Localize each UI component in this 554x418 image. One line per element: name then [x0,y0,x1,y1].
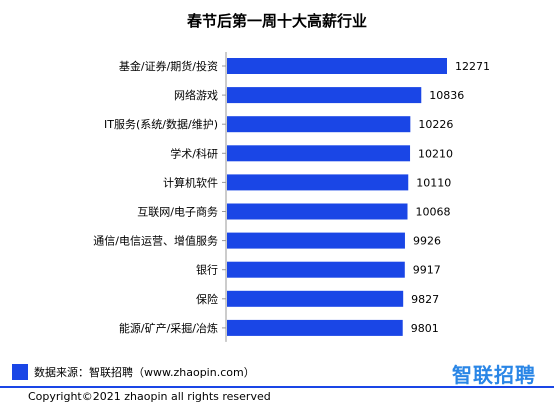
bar [227,232,405,249]
category-label: 基金/证券/期货/投资 [119,59,218,73]
value-label: 10226 [418,118,453,131]
bar [227,145,411,162]
source-swatch [12,364,28,380]
value-label: 9827 [411,293,439,306]
zhaopin-logo: 智联招聘 [452,363,536,387]
bar [227,174,409,191]
footer-divider [0,386,554,388]
category-label: 互联网/电子商务 [137,205,218,219]
value-label: 12271 [455,60,490,73]
bar-chart: 基金/证券/期货/投资 12271 网络游戏 10836 IT服务(系统/数据/维护) 1… [93,52,490,342]
value-label: 10836 [429,89,464,102]
bar [227,116,411,133]
category-label: 能源/矿产/采掘/冶炼 [119,321,218,335]
category-label: 通信/电信运营、增值服务 [93,234,218,248]
value-label: 10210 [418,147,453,160]
data-source: 数据来源：智联招聘（www.zhaopin.com） [12,364,255,380]
value-label: 10068 [416,206,451,219]
bar [227,203,408,220]
value-label: 9917 [413,264,441,277]
category-label: 学术/科研 [170,146,218,160]
value-label: 10110 [416,176,451,189]
chart-title: 春节后第一周十大高薪行业 [186,12,367,30]
value-label: 9926 [413,235,441,248]
bar [227,319,403,336]
category-label: IT服务(系统/数据/维护) [104,117,218,131]
category-label: 银行 [196,263,218,277]
bar [227,290,404,307]
category-label: 保险 [196,292,218,306]
copyright-text: Copyright©2021 zhaopin all rights reserv… [28,390,271,403]
bar [227,87,422,104]
bar [227,261,405,278]
category-label: 网络游戏 [174,88,218,102]
category-label: 计算机软件 [163,175,218,189]
value-label: 9801 [411,322,439,335]
source-text: 数据来源：智联招聘（www.zhaopin.com） [34,366,255,379]
bar [227,58,447,74]
